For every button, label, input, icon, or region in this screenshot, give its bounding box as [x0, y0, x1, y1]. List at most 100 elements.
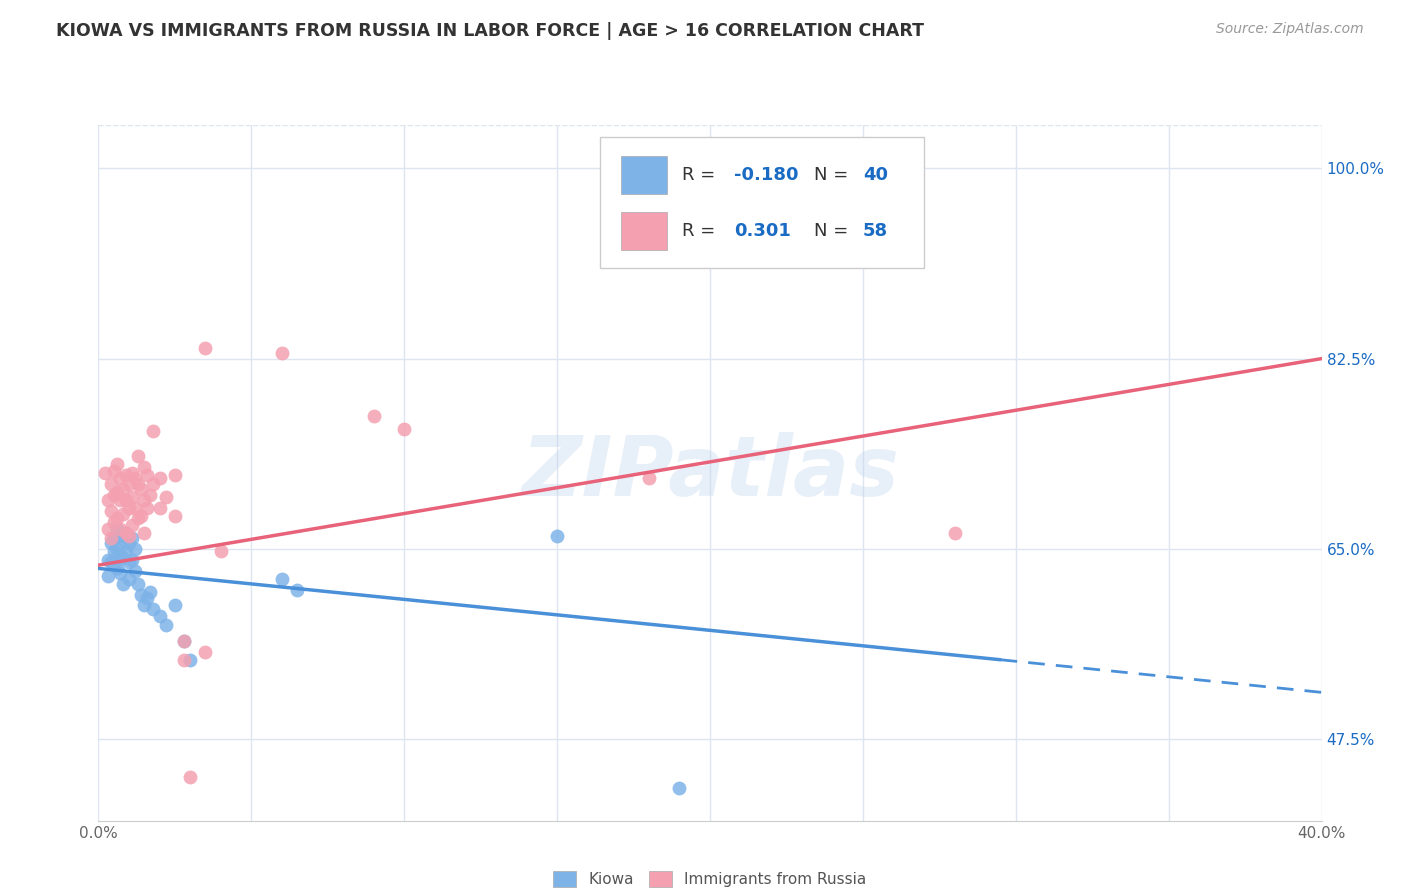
Point [118, 529, 141, 543]
Point [209, 544, 232, 558]
FancyBboxPatch shape [600, 136, 924, 268]
Point [100, 476, 122, 491]
Point [142, 476, 165, 491]
Text: R =: R = [682, 166, 721, 184]
Point [149, 471, 172, 485]
Point [142, 601, 165, 615]
Point [121, 531, 143, 545]
Point [105, 541, 128, 556]
Point [129, 509, 152, 524]
Point [136, 500, 159, 515]
Point [270, 346, 292, 360]
Point [121, 490, 143, 504]
Point [105, 561, 128, 575]
Point [163, 467, 186, 482]
Point [129, 588, 152, 602]
Point [111, 550, 134, 565]
Point [111, 507, 134, 521]
Text: ZIPatlas: ZIPatlas [522, 433, 898, 513]
Point [118, 500, 141, 515]
Point [285, 583, 308, 598]
Point [173, 653, 195, 667]
Point [118, 476, 141, 491]
Point [115, 467, 138, 482]
Point [149, 609, 172, 624]
Text: -0.180: -0.180 [734, 166, 799, 184]
Text: 58: 58 [863, 221, 889, 240]
Point [127, 476, 149, 491]
Text: N =: N = [814, 221, 853, 240]
Point [103, 487, 125, 501]
Point [149, 500, 172, 515]
Point [194, 645, 217, 659]
Point [108, 529, 131, 543]
Point [129, 482, 152, 496]
Point [173, 634, 195, 648]
Point [270, 572, 292, 586]
Point [124, 564, 146, 578]
Point [115, 525, 138, 540]
Point [97, 522, 120, 536]
Point [93, 466, 115, 480]
Point [97, 492, 120, 507]
Point [105, 457, 128, 471]
Point [105, 522, 128, 536]
Text: Source: ZipAtlas.com: Source: ZipAtlas.com [1216, 22, 1364, 37]
Point [392, 422, 416, 436]
Point [127, 450, 149, 464]
Point [97, 552, 120, 567]
Point [111, 482, 134, 496]
Point [127, 511, 149, 525]
Point [179, 770, 201, 784]
FancyBboxPatch shape [620, 212, 668, 250]
Point [103, 531, 125, 545]
Point [103, 544, 125, 558]
Point [163, 509, 186, 524]
Point [105, 485, 128, 500]
Point [194, 341, 217, 355]
Point [134, 460, 156, 475]
Point [108, 492, 131, 507]
Point [103, 515, 125, 529]
Point [118, 555, 141, 569]
Point [821, 161, 844, 176]
Point [115, 544, 138, 558]
Point [115, 492, 138, 507]
Point [103, 464, 125, 478]
Point [97, 569, 120, 583]
Point [127, 576, 149, 591]
Point [100, 555, 122, 569]
Point [115, 525, 138, 540]
Point [139, 487, 162, 501]
Point [108, 471, 131, 485]
Point [103, 558, 125, 573]
Text: 0.301: 0.301 [734, 221, 792, 240]
Point [943, 525, 966, 540]
Point [134, 492, 156, 507]
Point [118, 536, 141, 550]
FancyBboxPatch shape [620, 156, 668, 194]
Point [139, 585, 162, 599]
Point [111, 533, 134, 548]
Point [155, 490, 177, 504]
Legend: Kiowa, Immigrants from Russia: Kiowa, Immigrants from Russia [547, 865, 873, 892]
Point [100, 504, 122, 518]
Point [173, 634, 195, 648]
Point [546, 529, 568, 543]
Text: R =: R = [682, 221, 727, 240]
Point [179, 653, 201, 667]
Point [134, 599, 156, 613]
Point [108, 547, 131, 561]
Point [100, 536, 122, 550]
Point [134, 525, 156, 540]
Point [124, 541, 146, 556]
Point [363, 409, 385, 424]
Point [105, 511, 128, 525]
Text: KIOWA VS IMMIGRANTS FROM RUSSIA IN LABOR FORCE | AGE > 16 CORRELATION CHART: KIOWA VS IMMIGRANTS FROM RUSSIA IN LABOR… [56, 22, 924, 40]
Point [163, 599, 186, 613]
Point [121, 517, 143, 532]
Text: N =: N = [814, 166, 853, 184]
Point [136, 467, 159, 482]
Point [108, 566, 131, 580]
Text: 40: 40 [863, 166, 889, 184]
